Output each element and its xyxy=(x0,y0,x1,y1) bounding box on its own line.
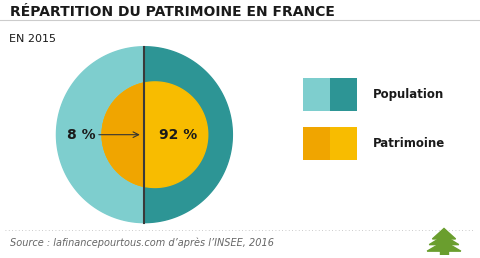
Text: Patrimoine: Patrimoine xyxy=(372,137,445,150)
Polygon shape xyxy=(440,249,448,255)
Text: 92 %: 92 % xyxy=(159,128,197,142)
Bar xyxy=(303,127,330,160)
Bar xyxy=(330,127,357,160)
Bar xyxy=(303,78,330,111)
Polygon shape xyxy=(144,47,232,223)
Polygon shape xyxy=(102,82,144,188)
Bar xyxy=(330,78,357,111)
Polygon shape xyxy=(102,82,208,188)
Polygon shape xyxy=(429,236,459,245)
Text: 8 %: 8 % xyxy=(67,128,96,142)
Text: Population: Population xyxy=(372,88,444,101)
Text: EN 2015: EN 2015 xyxy=(9,34,56,44)
Polygon shape xyxy=(427,241,461,251)
Polygon shape xyxy=(57,47,144,223)
Polygon shape xyxy=(432,229,456,239)
Text: Source : lafinancepourtous.com d’après l’INSEE, 2016: Source : lafinancepourtous.com d’après l… xyxy=(10,238,274,248)
Polygon shape xyxy=(102,82,144,188)
Text: RÉPARTITION DU PATRIMOINE EN FRANCE: RÉPARTITION DU PATRIMOINE EN FRANCE xyxy=(10,5,335,19)
